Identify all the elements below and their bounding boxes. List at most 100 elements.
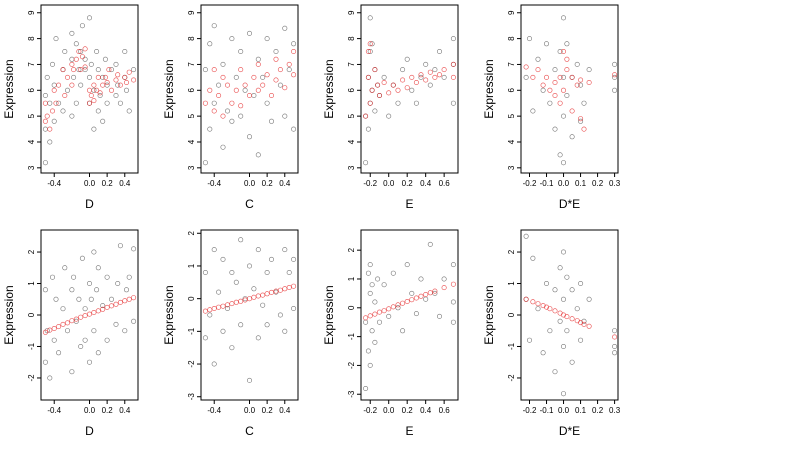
data-point: [376, 319, 382, 325]
data-point: [211, 108, 217, 114]
y-tick-label: 1: [27, 281, 36, 286]
subplot-5: -0.4 0.0 0.2 0.4 -2 -1 0 1 2 D Expression: [2, 229, 139, 438]
data-point: [450, 36, 456, 42]
x-tick-label: 0.6: [439, 179, 451, 188]
data-point: [229, 118, 235, 124]
data-point: [242, 87, 248, 93]
data-point: [286, 269, 292, 275]
data-point: [211, 100, 217, 106]
data-point: [586, 323, 592, 329]
data-point: [291, 72, 297, 78]
subplot-6: -0.4 0.0 0.2 0.4 -3 -2 -1 0 1 2 C Expression: [162, 229, 299, 438]
x-axis-label: D: [85, 197, 94, 211]
y-tick-label: 4: [27, 139, 36, 144]
data-point: [372, 339, 378, 345]
data-point: [100, 118, 106, 124]
data-point: [560, 249, 566, 255]
data-point: [273, 288, 279, 294]
y-tick-label: -2: [27, 374, 36, 382]
data-point: [44, 113, 50, 119]
data-point: [73, 56, 79, 62]
data-point: [574, 318, 580, 324]
data-point: [365, 348, 371, 354]
data-point: [450, 74, 456, 80]
data-point: [71, 74, 77, 80]
data-point: [530, 255, 536, 261]
subplot-7: -0.2 0.0 0.2 0.4 0.6 -3 -2 -1 0 1 2 E Expression: [322, 229, 459, 438]
data-point: [207, 126, 213, 132]
data-point: [113, 93, 119, 99]
data-point: [131, 77, 137, 83]
data-point: [126, 69, 132, 75]
y-tick-label: -1: [507, 342, 516, 350]
y-tick-label: 5: [27, 113, 36, 118]
data-point: [564, 274, 570, 280]
data-point: [88, 93, 94, 99]
data-point: [100, 82, 106, 88]
data-point: [95, 108, 101, 114]
data-point: [97, 93, 103, 99]
data-point: [73, 41, 79, 47]
data-point: [91, 249, 97, 255]
data-point: [42, 287, 48, 293]
data-point: [612, 87, 618, 93]
data-point: [69, 61, 75, 67]
data-point: [42, 118, 48, 124]
data-point: [427, 69, 433, 75]
data-point: [69, 30, 75, 36]
data-point: [87, 15, 93, 21]
y-tick-label: 7: [347, 62, 356, 67]
x-tick-label: 0.2: [592, 406, 604, 415]
y-tick-label: 9: [27, 10, 36, 15]
data-point: [535, 56, 541, 62]
data-point: [264, 322, 270, 328]
y-tick-label: 0: [347, 305, 356, 310]
data-point: [88, 296, 94, 302]
x-tick-label: 0.3: [609, 406, 621, 415]
data-point: [225, 108, 231, 114]
data-point: [255, 152, 261, 158]
subplot-3: -0.2 0.0 0.2 0.4 0.6 3 4 5 6 7 8 9 E Expression: [322, 4, 459, 211]
data-point: [104, 304, 110, 310]
x-tick-label: 0.0: [84, 179, 96, 188]
data-point: [390, 82, 396, 88]
data-point: [82, 56, 88, 62]
data-point: [95, 350, 101, 356]
data-point: [56, 100, 62, 106]
data-point: [530, 299, 536, 305]
data-point: [369, 328, 375, 334]
y-axis-label: Expression: [322, 285, 336, 344]
data-point: [547, 87, 553, 93]
data-point: [363, 319, 369, 325]
data-point: [126, 296, 132, 302]
x-tick-label: 0.2: [402, 179, 414, 188]
y-tick-label: 7: [27, 62, 36, 67]
data-point: [51, 325, 57, 331]
data-point: [76, 67, 82, 73]
data-point: [264, 291, 270, 297]
data-point: [291, 126, 297, 132]
y-tick-label: -3: [187, 393, 196, 401]
x-tick-label: -0.1: [540, 406, 554, 415]
data-point: [76, 296, 82, 302]
x-tick-label: 0.0: [558, 179, 570, 188]
data-point: [49, 61, 55, 67]
data-point: [390, 270, 396, 276]
data-point: [612, 328, 618, 334]
data-point: [264, 100, 270, 106]
data-point: [117, 100, 123, 106]
data-point: [56, 82, 62, 88]
data-point: [47, 327, 53, 333]
plot-frame: [40, 229, 139, 401]
x-tick-label: -0.4: [207, 406, 221, 415]
data-point: [69, 287, 75, 293]
data-point: [95, 67, 101, 73]
x-tick-label: -0.4: [47, 406, 61, 415]
data-point: [202, 67, 208, 73]
data-point: [395, 305, 401, 311]
data-point: [247, 134, 253, 140]
data-point: [530, 108, 536, 114]
x-axis-label: D*E: [559, 197, 580, 211]
data-point: [560, 113, 566, 119]
data-point: [238, 237, 244, 243]
